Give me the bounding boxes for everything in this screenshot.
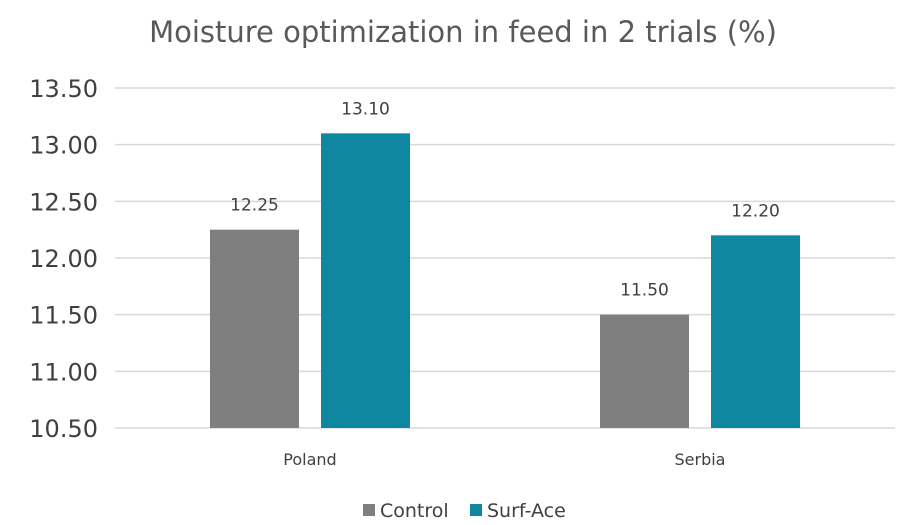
y-tick-label: 12.00 <box>29 245 98 273</box>
x-axis-ticks: Poland Serbia <box>283 450 725 469</box>
data-label: 12.20 <box>731 201 780 221</box>
x-tick-label: Serbia <box>675 450 726 469</box>
x-tick-label: Poland <box>283 450 336 469</box>
data-label: 12.25 <box>230 196 279 216</box>
y-axis-ticks: 10.50 11.00 11.50 12.00 12.50 13.00 13.50 <box>29 75 98 443</box>
bar-surf-ace-poland <box>321 133 410 429</box>
y-tick-label: 11.00 <box>29 358 98 386</box>
y-tick-label: 13.50 <box>29 75 98 103</box>
legend-label: Surf-Ace <box>487 500 566 522</box>
y-tick-label: 12.50 <box>29 188 98 216</box>
bars <box>210 133 800 429</box>
bar-control-poland <box>210 229 299 428</box>
bar-surf-ace-serbia <box>711 235 800 428</box>
legend: Control Surf-Ace <box>363 500 566 522</box>
legend-swatch <box>363 504 375 516</box>
y-tick-label: 10.50 <box>29 415 98 443</box>
y-tick-label: 11.50 <box>29 302 98 330</box>
data-labels: 12.25 13.10 11.50 12.20 <box>230 99 780 300</box>
y-tick-label: 13.00 <box>29 132 98 160</box>
legend-label: Control <box>380 500 449 522</box>
legend-swatch <box>470 504 482 516</box>
data-label: 13.10 <box>341 99 390 119</box>
data-label: 11.50 <box>620 281 669 301</box>
chart-title: Moisture optimization in feed in 2 trial… <box>149 15 777 49</box>
bar-control-serbia <box>600 314 689 428</box>
